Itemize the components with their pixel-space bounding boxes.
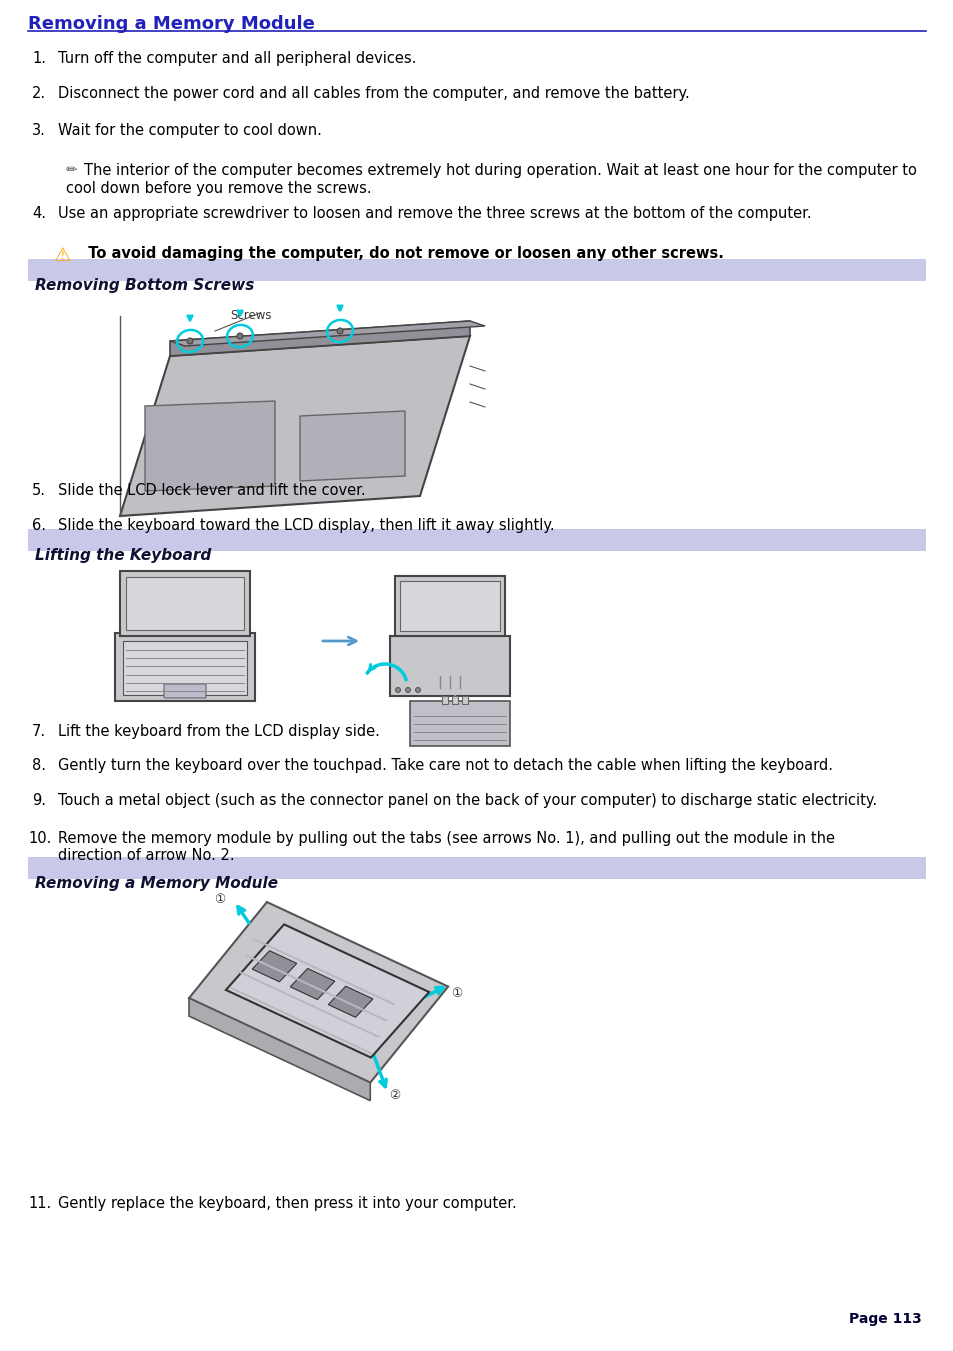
Polygon shape (145, 401, 274, 490)
Text: Removing a Memory Module: Removing a Memory Module (35, 875, 278, 892)
Text: 8.: 8. (32, 758, 46, 773)
Text: 9.: 9. (32, 793, 46, 808)
FancyBboxPatch shape (395, 576, 504, 636)
Text: ⚠: ⚠ (54, 246, 71, 265)
Polygon shape (244, 955, 388, 1021)
Text: 2.: 2. (32, 86, 46, 101)
Text: Disconnect the power cord and all cables from the computer, and remove the batte: Disconnect the power cord and all cables… (58, 86, 689, 101)
Circle shape (187, 338, 193, 345)
Text: 5.: 5. (32, 484, 46, 499)
Text: Turn off the computer and all peripheral devices.: Turn off the computer and all peripheral… (58, 51, 416, 66)
Text: cool down before you remove the screws.: cool down before you remove the screws. (66, 181, 372, 196)
Circle shape (416, 688, 420, 693)
Polygon shape (170, 322, 470, 357)
Text: Removing Bottom Screws: Removing Bottom Screws (35, 278, 254, 293)
Text: Slide the keyboard toward the LCD display, then lift it away slightly.: Slide the keyboard toward the LCD displa… (58, 517, 554, 534)
FancyBboxPatch shape (390, 636, 510, 696)
Text: Wait for the computer to cool down.: Wait for the computer to cool down. (58, 123, 321, 138)
Text: Slide the LCD lock lever and lift the cover.: Slide the LCD lock lever and lift the co… (58, 484, 365, 499)
Circle shape (336, 328, 343, 334)
Circle shape (236, 332, 243, 339)
Bar (28, 530, 925, 551)
FancyBboxPatch shape (410, 701, 510, 746)
Text: Gently turn the keyboard over the touchpad. Take care not to detach the cable wh: Gently turn the keyboard over the touchp… (58, 758, 832, 773)
Text: The interior of the computer becomes extremely hot during operation. Wait at lea: The interior of the computer becomes ext… (84, 163, 916, 178)
Text: ①: ① (451, 986, 462, 1000)
Polygon shape (170, 322, 484, 346)
Text: Use an appropriate screwdriver to loosen and remove the three screws at the bott: Use an appropriate screwdriver to loosen… (58, 205, 811, 222)
Text: To avoid damaging the computer, do not remove or loosen any other screws.: To avoid damaging the computer, do not r… (78, 246, 723, 261)
Text: 7.: 7. (32, 724, 46, 739)
Text: Touch a metal object (such as the connector panel on the back of your computer) : Touch a metal object (such as the connec… (58, 793, 876, 808)
Circle shape (405, 688, 410, 693)
Text: direction of arrow No. 2.: direction of arrow No. 2. (58, 848, 234, 863)
Polygon shape (120, 336, 470, 516)
Polygon shape (328, 986, 373, 1017)
Text: ✏: ✏ (66, 163, 77, 177)
Text: Lifting the Keyboard: Lifting the Keyboard (35, 549, 211, 563)
Text: 6.: 6. (32, 517, 46, 534)
Polygon shape (236, 971, 380, 1038)
Bar (123, 640, 247, 694)
Polygon shape (252, 938, 395, 1005)
Polygon shape (252, 951, 296, 982)
Text: 11.: 11. (28, 1196, 51, 1210)
Bar (28, 857, 925, 880)
Text: 1.: 1. (32, 51, 46, 66)
Polygon shape (189, 998, 370, 1101)
Text: ①: ① (214, 893, 225, 907)
Bar (28, 259, 925, 281)
Bar (452, 696, 457, 704)
Text: Gently replace the keyboard, then press it into your computer.: Gently replace the keyboard, then press … (58, 1196, 517, 1210)
Text: 4.: 4. (32, 205, 46, 222)
FancyBboxPatch shape (115, 634, 254, 701)
Bar (399, 581, 499, 631)
Polygon shape (290, 969, 335, 1000)
Text: Page 113: Page 113 (848, 1312, 921, 1325)
Text: Removing a Memory Module: Removing a Memory Module (28, 15, 314, 32)
Polygon shape (189, 902, 448, 1082)
FancyBboxPatch shape (164, 684, 206, 698)
Polygon shape (229, 988, 373, 1054)
Bar (461, 696, 468, 704)
Text: Remove the memory module by pulling out the tabs (see arrows No. 1), and pulling: Remove the memory module by pulling out … (58, 831, 834, 846)
Polygon shape (299, 411, 405, 481)
Bar (126, 577, 244, 630)
Text: Screws: Screws (230, 309, 272, 322)
Text: Lift the keyboard from the LCD display side.: Lift the keyboard from the LCD display s… (58, 724, 379, 739)
Circle shape (395, 688, 400, 693)
Text: 3.: 3. (32, 123, 46, 138)
FancyBboxPatch shape (120, 571, 250, 636)
Polygon shape (226, 924, 429, 1058)
Text: ②: ② (389, 1089, 400, 1102)
Bar (441, 696, 448, 704)
Text: 10.: 10. (28, 831, 51, 846)
